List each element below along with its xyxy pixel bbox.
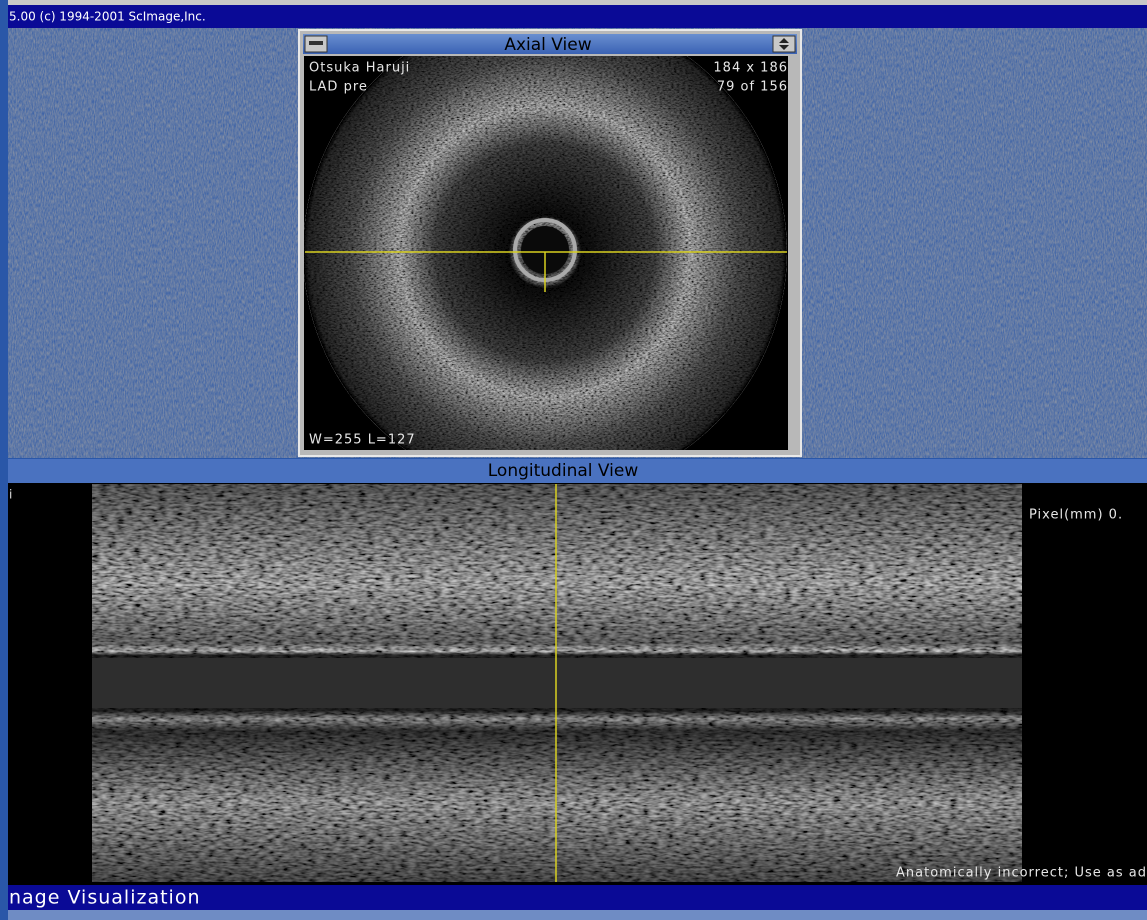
catheter-band [92, 658, 1022, 708]
catheter-lumen [521, 226, 569, 274]
side-marker: i [9, 488, 12, 502]
longitudinal-title: Longitudinal View [488, 461, 639, 481]
axial-window: Axial View Otsuka Haruji 184 x 186 LAD p… [298, 29, 802, 457]
top-edge [8, 0, 1147, 5]
pixel-size-label: Pixel(mm) 0. [1029, 508, 1123, 523]
window-level: W=255 L=127 [309, 433, 416, 448]
longitudinal-title-bar [8, 459, 1147, 483]
window-title-bar [303, 34, 797, 54]
title-bar [8, 5, 1147, 28]
resize-icon [779, 38, 789, 50]
bottom-edge [8, 910, 1147, 920]
title-text: 5.00 (c) 1994-2001 ScImage,Inc. [9, 10, 206, 24]
patient-name: Otsuka Haruji [309, 61, 410, 76]
menu-icon [309, 41, 323, 45]
frame-index: 79 of 156 [717, 80, 788, 95]
image-size: 184 x 186 [713, 61, 788, 76]
series-name: LAD pre [309, 80, 368, 95]
warning-text: Anatomically incorrect; Use as ad [896, 866, 1147, 881]
resize-button[interactable] [772, 35, 796, 53]
status-bar [8, 885, 1147, 910]
status-text: nage Visualization [9, 887, 201, 909]
window-title: Axial View [504, 35, 591, 55]
